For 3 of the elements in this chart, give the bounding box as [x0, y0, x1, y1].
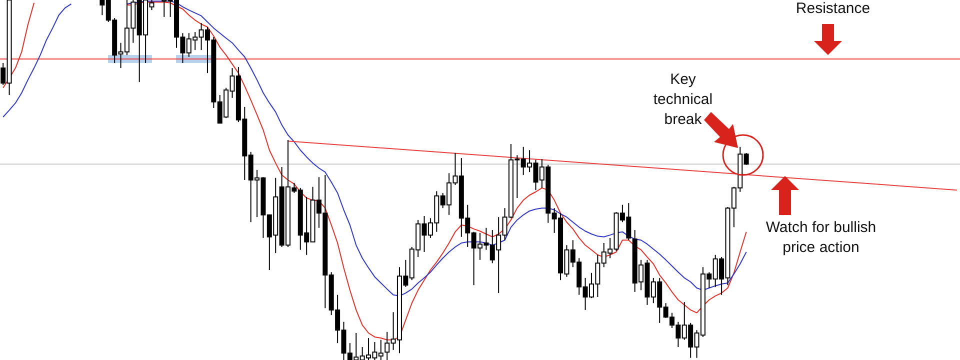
annotation: Resistance [794, 0, 872, 19]
annotation: Key technical break [652, 70, 714, 130]
annotation: Watch for bullish price action [764, 218, 878, 258]
